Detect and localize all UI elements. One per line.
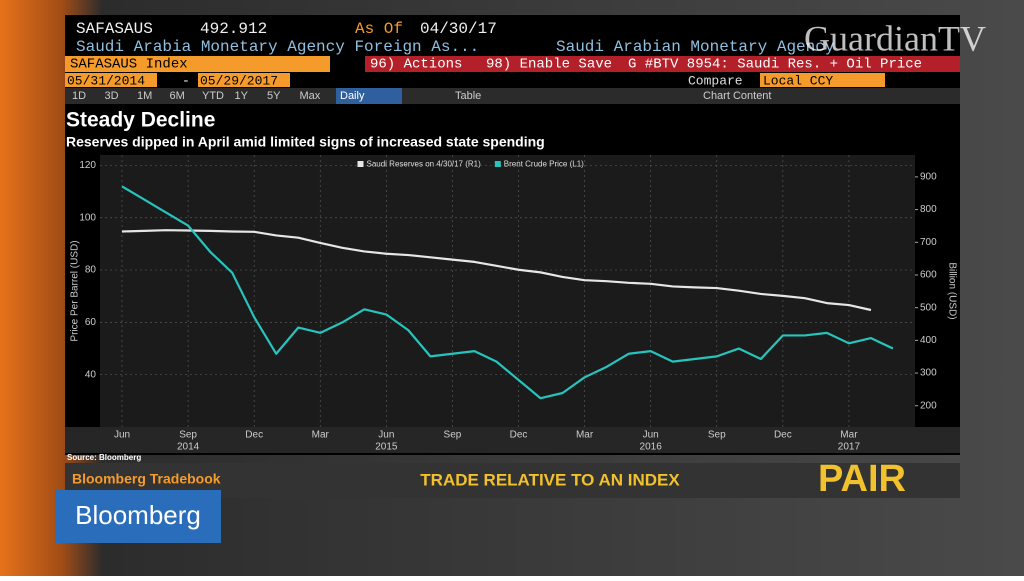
legend-swatch xyxy=(357,161,364,167)
x-tick-label: Mar xyxy=(576,430,594,441)
y-tick-label: 120 xyxy=(79,160,96,171)
y-tick-label: 100 xyxy=(79,212,96,223)
x-tick-label: Dec xyxy=(774,430,792,441)
period-button[interactable]: 1Y xyxy=(235,90,249,102)
currency-box[interactable] xyxy=(760,73,885,87)
period-button[interactable]: 3D xyxy=(105,90,119,102)
date-separator: - xyxy=(182,73,190,88)
action-bar xyxy=(365,56,960,72)
y2-tick-label: 200 xyxy=(920,400,937,411)
x-year-label: 2017 xyxy=(838,442,861,453)
period-button[interactable]: 6M xyxy=(170,90,185,102)
index-label: SAFASAUS Index xyxy=(70,57,188,73)
logo: Bloomberg xyxy=(75,500,201,530)
chart-title: Steady Decline xyxy=(66,109,215,132)
source: Source: Bloomberg xyxy=(67,453,141,462)
x-tick-label: Dec xyxy=(245,430,263,441)
enable-save[interactable]: 98) Enable Save xyxy=(486,57,612,73)
x-tick-label: Sep xyxy=(708,430,726,441)
y2-axis-label: Billion (USD) xyxy=(946,262,957,319)
x-tick-label: Mar xyxy=(312,430,330,441)
index-bar xyxy=(65,56,330,72)
banner-text: TRADE RELATIVE TO AN INDEX xyxy=(420,470,680,489)
x-year-label: 2015 xyxy=(375,442,398,453)
start-date-box[interactable] xyxy=(65,73,157,87)
as-of-label: As Of xyxy=(355,20,403,38)
x-tick-label: Sep xyxy=(179,430,197,441)
x-tick-label: Jun xyxy=(114,430,130,441)
legend-swatch xyxy=(494,161,501,167)
currency: Local CCY xyxy=(763,73,833,88)
y2-tick-label: 900 xyxy=(920,172,937,183)
period-button[interactable]: 1M xyxy=(137,90,152,102)
y2-tick-label: 300 xyxy=(920,368,937,379)
watermark: GuardianTV xyxy=(804,18,986,58)
chart-id: G #BTV 8954: Saudi Res. + Oil Price xyxy=(628,57,922,73)
period-button[interactable]: 5Y xyxy=(267,90,281,102)
y-tick-label: 80 xyxy=(85,265,97,276)
security-name: Saudi Arabia Monetary Agency Foreign As.… xyxy=(76,38,479,56)
ticker: SAFASAUS xyxy=(76,20,153,38)
y2-tick-label: 700 xyxy=(920,237,937,248)
actions[interactable]: 96) Actions xyxy=(370,57,462,73)
series-line xyxy=(121,185,894,400)
table-button[interactable]: Table xyxy=(455,90,481,102)
y2-tick-label: 600 xyxy=(920,270,937,281)
toolbar xyxy=(65,88,960,104)
x-axis-area xyxy=(65,427,960,453)
issuer: Saudi Arabian Monetary Agency xyxy=(556,38,835,56)
chart-subtitle: Reserves dipped in April amid limited si… xyxy=(66,134,545,150)
start-date: 05/31/2014 xyxy=(67,73,145,88)
frequency[interactable]: Daily xyxy=(340,90,365,102)
as-of-date: 04/30/17 xyxy=(420,20,497,38)
series-line xyxy=(121,229,872,312)
y-axis-label: Price Per Barrel (USD) xyxy=(70,240,81,341)
x-tick-label: Dec xyxy=(510,430,528,441)
x-tick-label: Jun xyxy=(378,430,394,441)
last-value: 492.912 xyxy=(200,20,267,38)
banner-word: PAIR xyxy=(818,458,906,500)
end-date: 05/29/2017 xyxy=(200,73,278,88)
period-button[interactable]: YTD xyxy=(202,90,224,102)
compare[interactable]: Compare xyxy=(688,73,743,88)
legend-label: Brent Crude Price (L1) xyxy=(504,160,584,169)
period-button[interactable]: Max xyxy=(300,90,321,102)
y-tick-label: 40 xyxy=(85,369,97,380)
x-tick-label: Mar xyxy=(840,430,858,441)
y2-tick-label: 500 xyxy=(920,302,937,313)
frequency-box[interactable] xyxy=(336,88,402,104)
legend-label: Saudi Reserves on 4/30/17 (R1) xyxy=(367,160,482,169)
y-tick-label: 60 xyxy=(85,317,97,328)
x-year-label: 2014 xyxy=(177,442,200,453)
x-tick-label: Jun xyxy=(643,430,659,441)
x-tick-label: Sep xyxy=(444,430,462,441)
end-date-box[interactable] xyxy=(198,73,290,87)
period-button[interactable]: 1D xyxy=(72,90,86,102)
y2-tick-label: 800 xyxy=(920,204,937,215)
x-year-label: 2016 xyxy=(640,442,663,453)
banner-brand: Bloomberg Tradebook xyxy=(72,471,221,487)
chart-content[interactable]: Chart Content xyxy=(703,90,771,102)
plot-area xyxy=(100,155,915,427)
y2-tick-label: 400 xyxy=(920,335,937,346)
logo-box xyxy=(55,490,221,543)
